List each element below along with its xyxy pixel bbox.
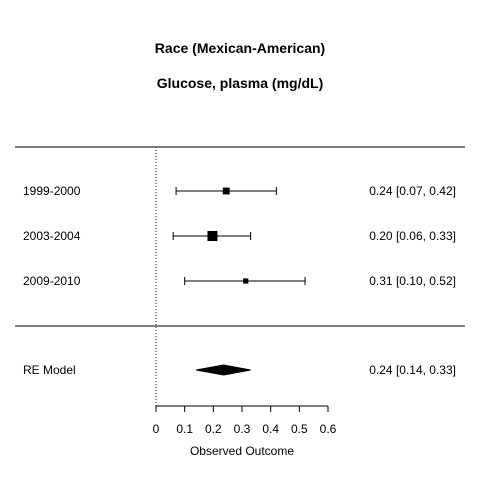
study-estimate-square (243, 278, 249, 284)
summary-diamond (196, 364, 251, 376)
x-tick-label: 0.5 (291, 422, 308, 436)
study-label: 1999-2000 (23, 184, 81, 198)
summary-estimate-text: 0.24 [0.14, 0.33] (369, 363, 456, 377)
study-estimate-square (222, 187, 230, 195)
study-estimate-text: 0.20 [0.06, 0.33] (369, 229, 456, 243)
x-tick-label: 0.4 (262, 422, 279, 436)
study-label: 2009-2010 (23, 274, 81, 288)
study-estimate-square (207, 231, 218, 241)
study-estimate-text: 0.31 [0.10, 0.52] (369, 274, 456, 288)
x-tick-label: 0.6 (320, 422, 337, 436)
study-label: 2003-2004 (23, 229, 81, 243)
chart-title: Race (Mexican-American) (155, 40, 325, 56)
summary-label: RE Model (23, 363, 76, 377)
chart-subtitle: Glucose, plasma (mg/dL) (157, 75, 323, 91)
x-axis-label: Observed Outcome (190, 444, 294, 458)
x-tick-label: 0 (153, 422, 160, 436)
x-tick-label: 0.2 (205, 422, 222, 436)
x-tick-label: 0.3 (234, 422, 251, 436)
study-estimate-text: 0.24 [0.07, 0.42] (369, 184, 456, 198)
x-tick-label: 0.1 (176, 422, 193, 436)
